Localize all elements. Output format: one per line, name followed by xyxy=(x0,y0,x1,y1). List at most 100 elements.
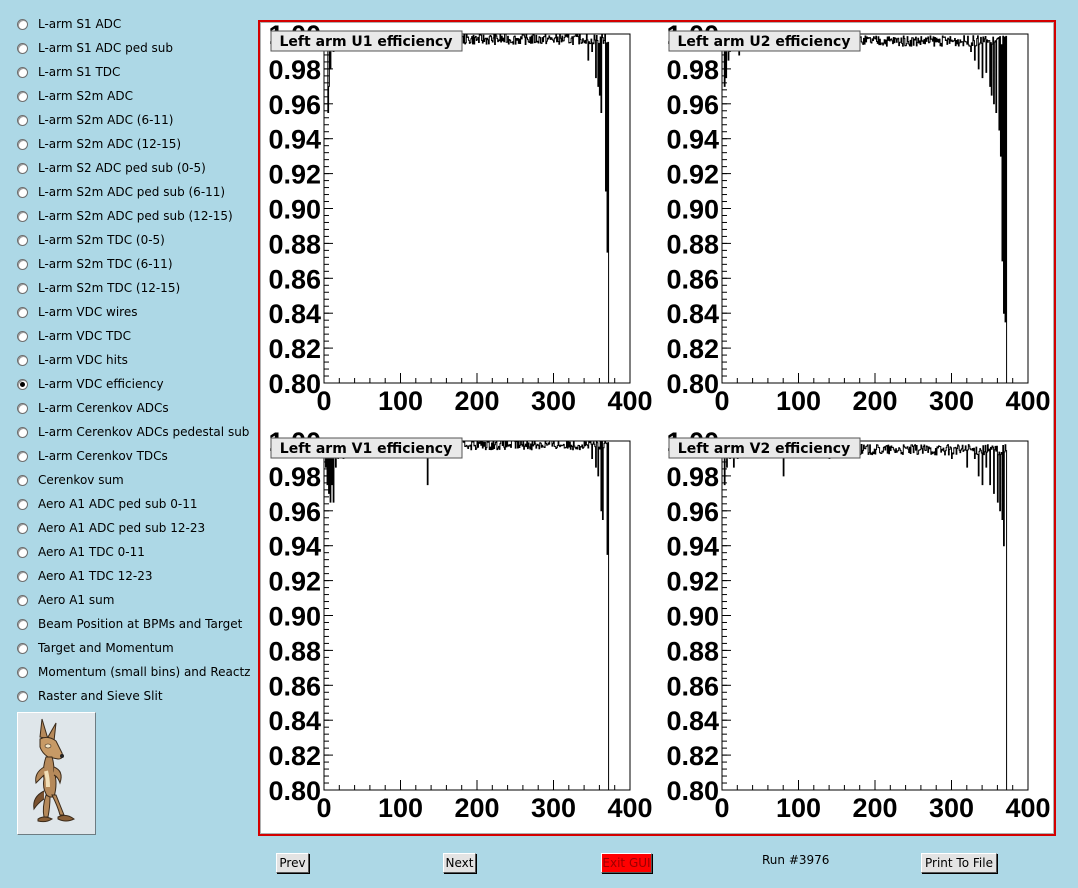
y-tick-label: 0.82 xyxy=(268,334,321,364)
plot-option-radio[interactable]: L-arm S2m ADC (6-11) xyxy=(17,110,173,130)
radio-unselected-icon[interactable] xyxy=(17,426,28,438)
radio-unselected-icon[interactable] xyxy=(17,18,28,30)
plot-option-radio[interactable]: L-arm S2m ADC ped sub (12-15) xyxy=(17,206,233,226)
plot-option-radio[interactable]: Raster and Sieve Slit xyxy=(17,686,163,706)
radio-unselected-icon[interactable] xyxy=(17,66,28,78)
plot-option-radio[interactable]: L-arm S2 ADC ped sub (0-5) xyxy=(17,158,206,178)
plot-option-radio[interactable]: Cerenkov sum xyxy=(17,470,124,490)
plot-option-label: L-arm S2m ADC (6-11) xyxy=(38,113,174,127)
plot-option-radio[interactable]: L-arm S2m ADC xyxy=(17,86,133,106)
histogram-pad: 0.80 0.82 0.84 0.86 0.88 0.90 0.92 0.94 0.96 0.98… xyxy=(666,22,1050,416)
radio-unselected-icon[interactable] xyxy=(17,42,28,54)
coyote-cartoon-icon xyxy=(33,718,75,823)
radio-unselected-icon[interactable] xyxy=(17,210,28,222)
radio-unselected-icon[interactable] xyxy=(17,114,28,126)
plot-option-label: Aero A1 TDC 0-11 xyxy=(38,545,145,559)
plot-option-label: L-arm S2m ADC xyxy=(38,89,133,103)
histogram-pad: 0.80 0.82 0.84 0.86 0.88 0.90 0.92 0.94 0.96 0.98… xyxy=(268,22,652,416)
plot-option-radio[interactable]: L-arm S1 TDC xyxy=(17,62,120,82)
plot-option-radio[interactable]: Aero A1 TDC 0-11 xyxy=(17,542,145,562)
y-tick-label: 0.90 xyxy=(268,195,321,225)
y-tick-label: 0.94 xyxy=(666,125,719,155)
plot-option-radio[interactable]: L-arm S2m TDC (0-5) xyxy=(17,230,165,250)
radio-unselected-icon[interactable] xyxy=(17,138,28,150)
plot-option-label: L-arm S1 TDC xyxy=(38,65,121,79)
plot-option-radio[interactable]: L-arm VDC TDC xyxy=(17,326,131,346)
radio-unselected-icon[interactable] xyxy=(17,546,28,558)
plot-option-radio[interactable]: Beam Position at BPMs and Target xyxy=(17,614,242,634)
radio-unselected-icon[interactable] xyxy=(17,690,28,702)
radio-unselected-icon[interactable] xyxy=(17,522,28,534)
plot-option-radio[interactable]: L-arm S1 ADC ped sub xyxy=(17,38,173,58)
x-tick-label: 300 xyxy=(531,386,576,416)
histogram-pad: 0.80 0.82 0.84 0.86 0.88 0.90 0.92 0.94 0.96 0.98… xyxy=(666,427,1050,823)
radio-unselected-icon[interactable] xyxy=(17,402,28,414)
plot-option-radio[interactable]: Aero A1 ADC ped sub 0-11 xyxy=(17,494,197,514)
radio-unselected-icon[interactable] xyxy=(17,450,28,462)
plot-frame xyxy=(721,33,1029,384)
x-tick-label: 400 xyxy=(607,793,652,823)
y-tick-label: 0.82 xyxy=(666,334,719,364)
radio-unselected-icon[interactable] xyxy=(17,666,28,678)
y-tick-label: 0.80 xyxy=(268,776,321,806)
y-tick-label: 0.80 xyxy=(268,369,321,399)
plot-option-radio[interactable]: L-arm VDC hits xyxy=(17,350,128,370)
y-tick-label: 0.84 xyxy=(268,299,321,329)
y-tick-label: 0.90 xyxy=(268,602,321,632)
plot-option-radio[interactable]: L-arm Cerenkov TDCs xyxy=(17,446,168,466)
y-tick-label: 0.80 xyxy=(666,369,719,399)
y-tick-label: 0.88 xyxy=(268,229,321,259)
y-tick-label: 0.86 xyxy=(268,264,321,294)
exit-gui-button[interactable]: Exit GUI xyxy=(601,853,652,873)
plot-option-radio[interactable]: Aero A1 ADC ped sub 12-23 xyxy=(17,518,205,538)
radio-unselected-icon[interactable] xyxy=(17,330,28,342)
radio-unselected-icon[interactable] xyxy=(17,354,28,366)
plot-option-radio[interactable]: L-arm Cerenkov ADCs pedestal sub xyxy=(17,422,249,442)
plot-option-label: L-arm Cerenkov ADCs xyxy=(38,401,169,415)
radio-selected-icon[interactable] xyxy=(17,378,28,390)
plot-option-radio[interactable]: L-arm S2m TDC (12-15) xyxy=(17,278,180,298)
radio-unselected-icon[interactable] xyxy=(17,594,28,606)
y-tick-label: 0.98 xyxy=(268,462,321,492)
radio-unselected-icon[interactable] xyxy=(17,498,28,510)
plot-option-radio[interactable]: L-arm Cerenkov ADCs xyxy=(17,398,169,418)
plot-option-label: Aero A1 TDC 12-23 xyxy=(38,569,153,583)
y-tick-label: 0.92 xyxy=(666,160,719,190)
radio-unselected-icon[interactable] xyxy=(17,258,28,270)
plot-option-radio[interactable]: L-arm S2m ADC ped sub (6-11) xyxy=(17,182,225,202)
print-to-file-button[interactable]: Print To File xyxy=(921,853,997,873)
plot-option-radio[interactable]: Aero A1 TDC 12-23 xyxy=(17,566,153,586)
plot-option-radio[interactable]: L-arm S1 ADC xyxy=(17,14,121,34)
y-tick-label: 0.84 xyxy=(268,706,321,736)
radio-unselected-icon[interactable] xyxy=(17,234,28,246)
y-tick-label: 0.94 xyxy=(268,125,321,155)
radio-unselected-icon[interactable] xyxy=(17,642,28,654)
plot-title-box xyxy=(270,437,463,459)
plot-option-label: L-arm VDC hits xyxy=(38,353,128,367)
plot-option-radio[interactable]: Momentum (small bins) and Reactz xyxy=(17,662,250,682)
plot-option-radio[interactable]: L-arm VDC wires xyxy=(17,302,137,322)
plot-title: Left arm U1 efficiency xyxy=(280,34,453,50)
radio-unselected-icon[interactable] xyxy=(17,162,28,174)
y-tick-label: 0.96 xyxy=(268,497,321,527)
plot-option-radio[interactable]: L-arm S2m TDC (6-11) xyxy=(17,254,173,274)
plot-option-radio[interactable]: Aero A1 sum xyxy=(17,590,114,610)
radio-unselected-icon[interactable] xyxy=(17,282,28,294)
histogram-canvas[interactable]: 0.80 0.82 0.84 0.86 0.88 0.90 0.92 0.94 0.96 0.98… xyxy=(258,20,1056,836)
plot-option-radio[interactable]: L-arm VDC efficiency xyxy=(17,374,164,394)
x-tick-label: 100 xyxy=(776,386,821,416)
y-tick-label: 0.96 xyxy=(268,90,321,120)
plot-option-radio[interactable]: L-arm S2m ADC (12-15) xyxy=(17,134,181,154)
x-tick-label: 100 xyxy=(378,793,423,823)
prev-button[interactable]: Prev xyxy=(276,853,309,873)
radio-unselected-icon[interactable] xyxy=(17,570,28,582)
next-button[interactable]: Next xyxy=(443,853,476,873)
radio-unselected-icon[interactable] xyxy=(17,186,28,198)
radio-unselected-icon[interactable] xyxy=(17,306,28,318)
plot-option-radio[interactable]: Target and Momentum xyxy=(17,638,174,658)
plot-option-label: Cerenkov sum xyxy=(38,473,124,487)
radio-unselected-icon[interactable] xyxy=(17,474,28,486)
y-tick-label: 0.80 xyxy=(666,776,719,806)
radio-unselected-icon[interactable] xyxy=(17,618,28,630)
radio-unselected-icon[interactable] xyxy=(17,90,28,102)
